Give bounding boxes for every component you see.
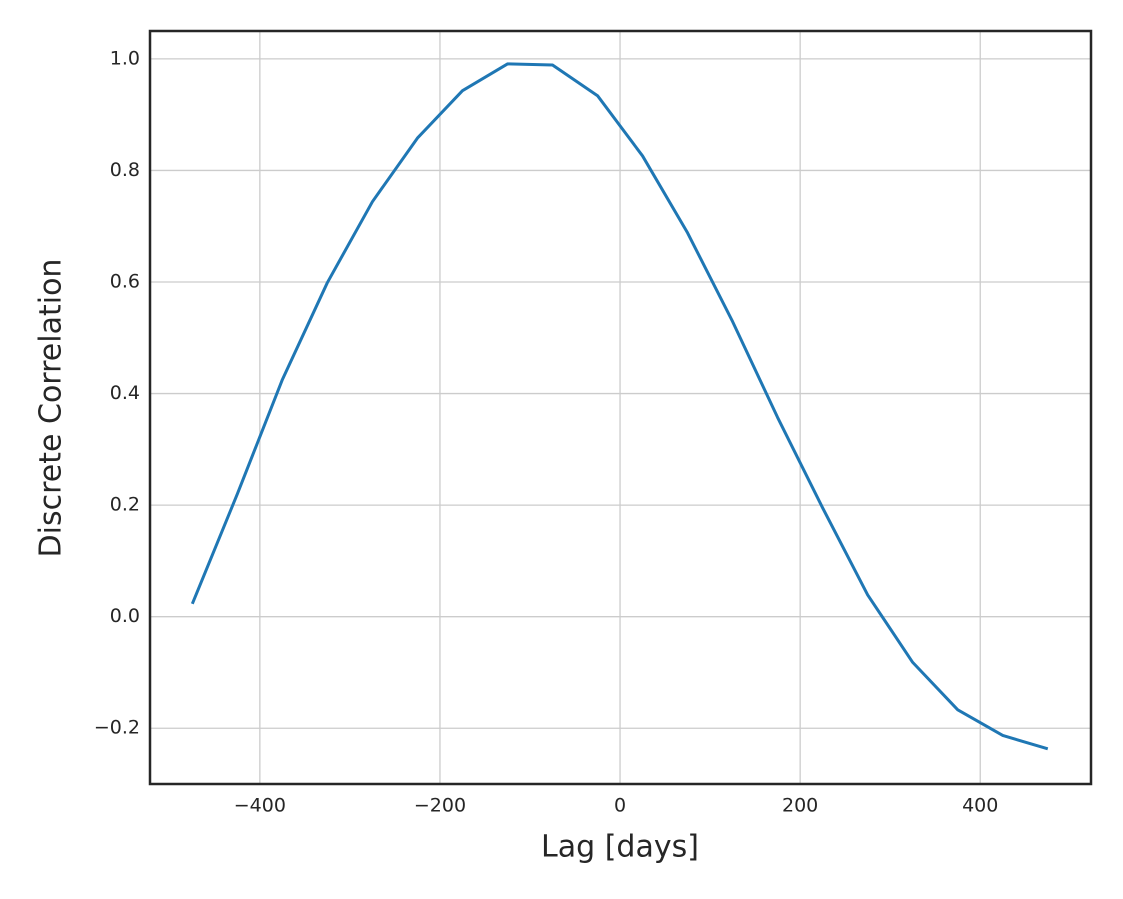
y-tick-label: 1.0 [110, 47, 140, 69]
y-tick-label: 0.0 [110, 605, 140, 627]
data-line [190, 62, 1049, 751]
x-axis-label: Lag [days] [541, 830, 699, 865]
y-axis-label: Discrete Correlation [34, 259, 69, 558]
x-tick-label: −400 [234, 795, 286, 817]
x-tick-label: 400 [962, 795, 998, 817]
x-tick-label: −200 [414, 795, 466, 817]
x-tick-label: 0 [614, 795, 626, 817]
y-tick-label: −0.2 [94, 717, 140, 739]
x-tick-label: 200 [782, 795, 818, 817]
y-tick-label: 0.6 [110, 271, 140, 293]
plot-frame [148, 29, 1093, 786]
y-tick-label: 0.2 [110, 494, 140, 516]
y-tick-label: 0.4 [110, 382, 140, 404]
y-tick-label: 0.8 [110, 159, 140, 181]
